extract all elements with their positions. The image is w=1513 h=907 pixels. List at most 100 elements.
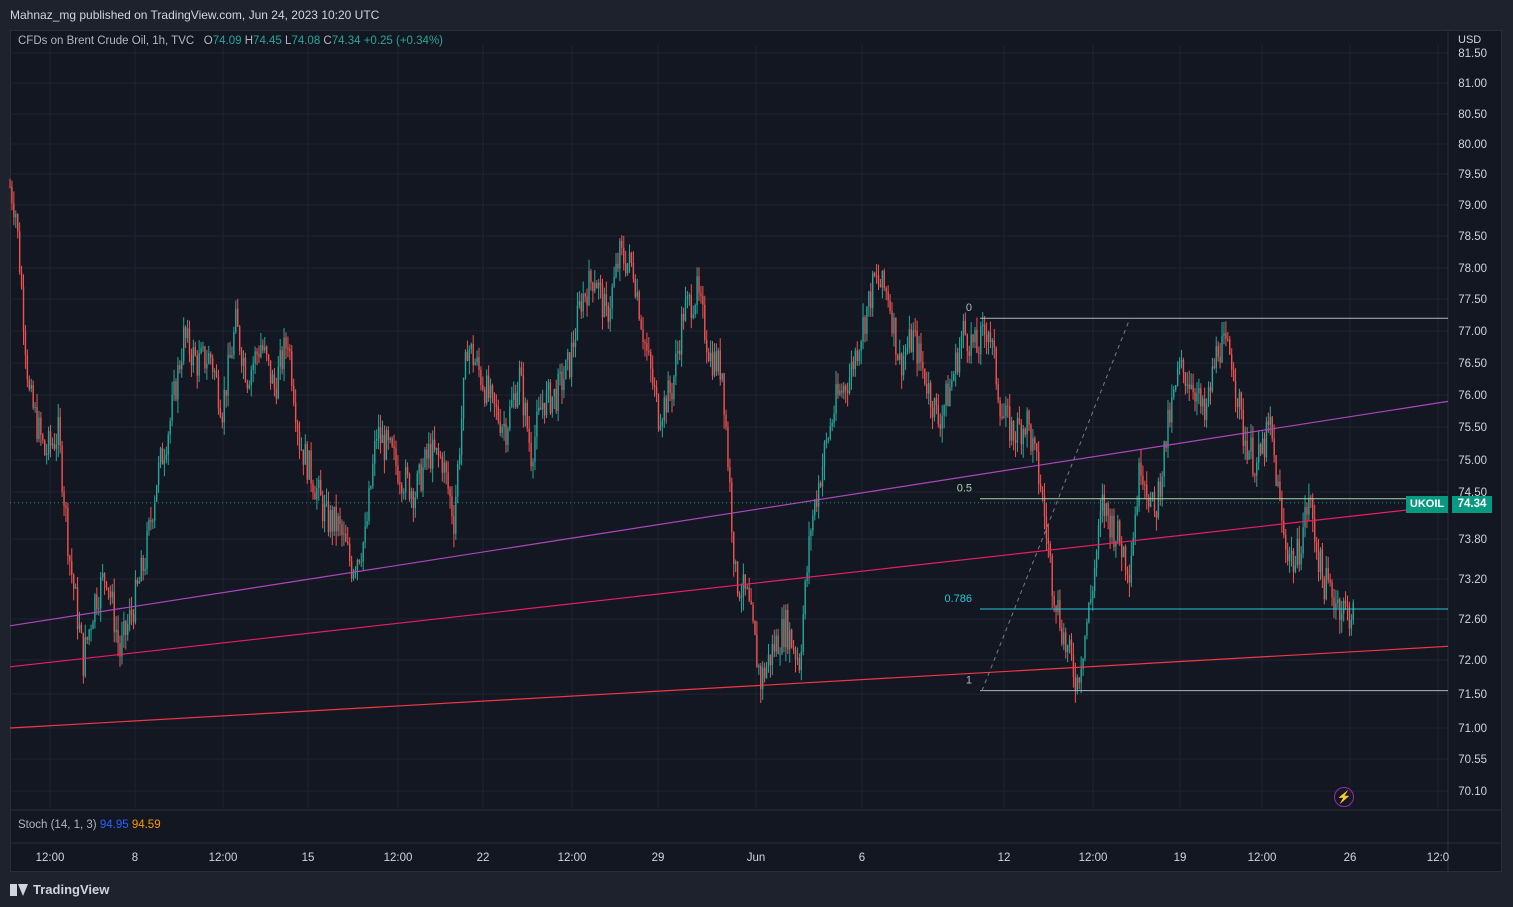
candle-body [184,327,187,339]
candle-body [271,374,274,384]
close-value: 74.34 [331,35,361,47]
candle-body [1005,405,1007,417]
candle-body [1337,599,1339,604]
candle-body [1173,389,1175,398]
candle-body [1136,506,1138,515]
candle-body [219,408,222,417]
candle-body [945,383,947,406]
candle-body [1217,346,1219,357]
tradingview-brand[interactable]: TradingView [10,882,109,897]
candle-body [1039,484,1042,490]
candle-body [1140,462,1142,476]
candle-body [862,317,864,342]
stoch-k-value: 94.95 [99,819,129,831]
trendline-red[interactable] [9,645,1449,729]
candle-body [474,362,476,365]
stoch-label[interactable]: Stoch (14, 1, 3) [18,819,97,831]
candle-body [1319,549,1322,573]
candle-body [584,293,586,297]
flash-icon[interactable]: ⚡ [1334,787,1354,807]
candle-body [615,263,617,277]
candle-body [586,296,588,306]
candle-body [1300,553,1302,565]
candle-body [704,304,706,341]
candle-body [684,299,687,321]
candle-body [879,284,882,288]
candle-body [912,330,914,352]
fib-trend-line[interactable] [981,318,1131,691]
candle-body [117,629,119,644]
candle-body [1232,369,1235,381]
candle-body [985,334,988,343]
trendline-pink[interactable] [9,504,1449,668]
candle-body [499,421,501,433]
candle-body [1281,497,1283,522]
candle-body [47,431,50,454]
candle-body [1014,440,1017,443]
trendline-purple[interactable] [9,400,1449,627]
candle-body [1167,409,1169,448]
candle-body [607,305,609,322]
candle-body [61,445,63,492]
candle-body [538,407,540,412]
candle-body [125,621,127,635]
candle-body [20,272,23,288]
candle-body [991,340,994,342]
candle-body [1030,424,1032,451]
candle-body [565,359,567,380]
candle-body [458,454,461,464]
candle-body [987,332,990,343]
candle-body [238,326,241,351]
candle-body [1034,438,1036,444]
candle-body [291,351,293,386]
candle-body [1142,475,1144,485]
candle-body [792,647,795,651]
candle-body [418,464,420,474]
candle-body [13,203,15,218]
candle-body [524,402,527,416]
candle-body [1047,537,1050,544]
candle-body [700,293,702,297]
candle-body [754,621,756,635]
candle-body [343,533,345,535]
candle-body [63,491,65,506]
candle-body [1088,602,1090,622]
candle-body [1285,535,1287,550]
candle-body [370,486,372,489]
fib-level-label: 0.5 [957,483,972,495]
candle-body [100,576,102,609]
candle-body [908,329,911,349]
candle-body [464,351,467,378]
candle-body [69,555,71,562]
candle-body [1097,524,1100,552]
candle-body [918,343,920,364]
candle-body [850,361,853,378]
candle-body [298,431,301,450]
candle-body [217,376,220,409]
candle-body [1277,481,1279,486]
candle-body [426,449,428,459]
candle-body [457,463,459,497]
candle-body [1259,444,1262,454]
candle-body [339,515,341,524]
candle-body [665,397,667,413]
candle-body [528,428,530,443]
candle-body [1171,397,1173,423]
candle-body [223,389,225,423]
candle-body [551,396,554,413]
candle-body [354,570,357,572]
candle-body [204,346,206,369]
symbol-name[interactable]: CFDs on Brent Crude Oil, 1h, TVC [18,35,195,47]
candle-body [690,295,692,318]
price-tick-label: 80.00 [1458,139,1487,151]
candle-body [385,430,388,460]
candle-body [624,263,627,274]
candle-body [206,363,208,369]
candle-body [57,416,59,445]
time-tick-label: 12:0 [1427,852,1449,864]
currency-label[interactable]: USD [1458,34,1482,46]
candle-body [875,275,878,277]
candle-body [277,366,279,399]
candle-body [460,418,463,455]
